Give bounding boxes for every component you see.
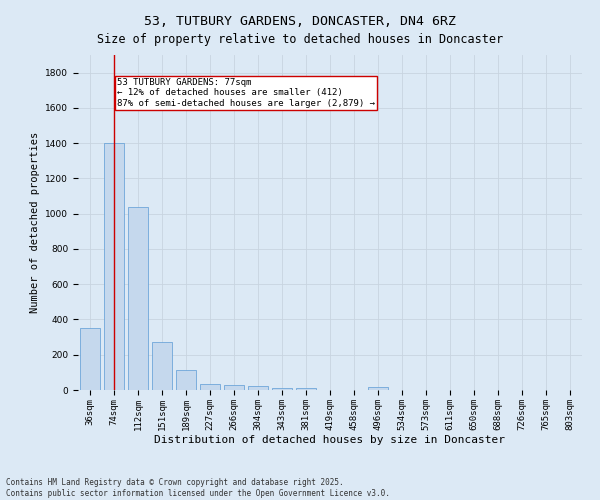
Text: 53, TUTBURY GARDENS, DONCASTER, DN4 6RZ: 53, TUTBURY GARDENS, DONCASTER, DN4 6RZ: [144, 15, 456, 28]
Text: Size of property relative to detached houses in Doncaster: Size of property relative to detached ho…: [97, 32, 503, 46]
Bar: [128, 206, 148, 390]
X-axis label: Distribution of detached houses by size in Doncaster: Distribution of detached houses by size …: [155, 436, 505, 446]
Bar: [152, 342, 172, 390]
Bar: [272, 388, 292, 390]
Bar: [368, 387, 388, 390]
Bar: [296, 388, 316, 390]
Bar: [176, 370, 196, 390]
Bar: [248, 386, 268, 390]
Bar: [80, 328, 100, 390]
Text: 53 TUTBURY GARDENS: 77sqm
← 12% of detached houses are smaller (412)
87% of semi: 53 TUTBURY GARDENS: 77sqm ← 12% of detac…: [117, 78, 375, 108]
Bar: [104, 143, 124, 390]
Y-axis label: Number of detached properties: Number of detached properties: [30, 132, 40, 313]
Bar: [200, 384, 220, 390]
Bar: [224, 385, 244, 390]
Text: Contains HM Land Registry data © Crown copyright and database right 2025.
Contai: Contains HM Land Registry data © Crown c…: [6, 478, 390, 498]
